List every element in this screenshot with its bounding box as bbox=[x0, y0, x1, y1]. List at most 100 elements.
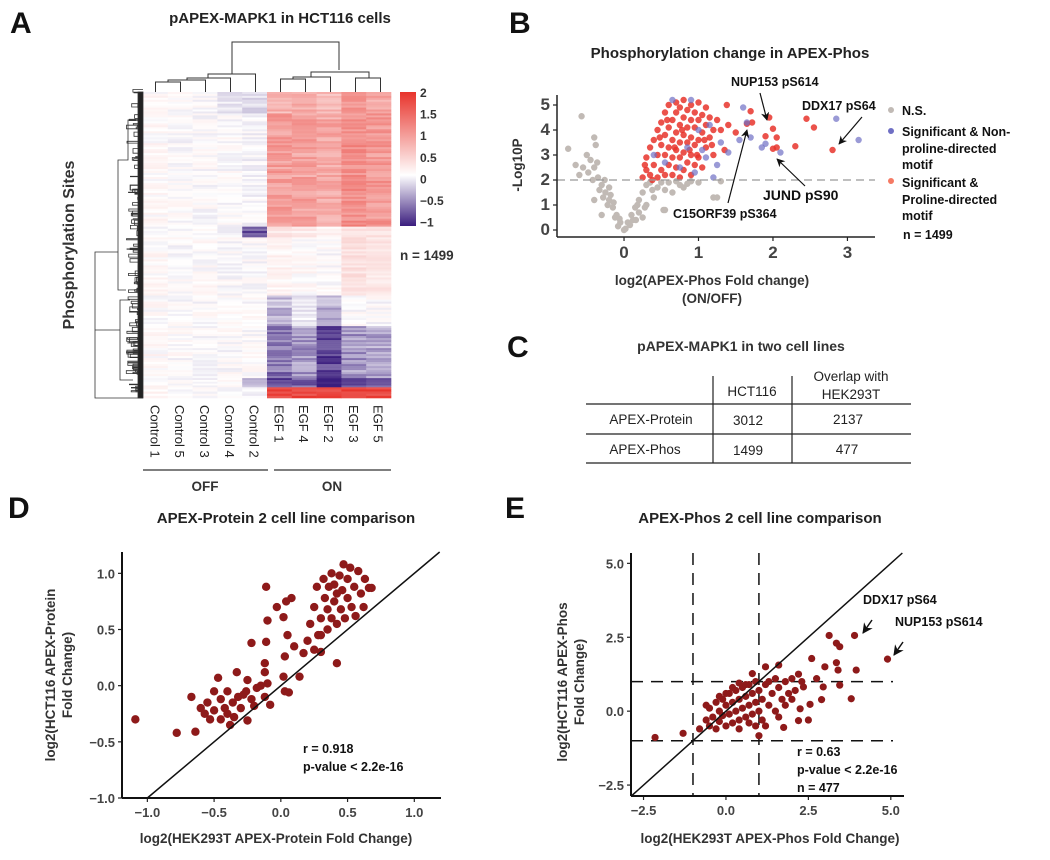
heatmap-cell bbox=[267, 352, 293, 355]
data-point bbox=[725, 710, 733, 718]
heatmap-cell bbox=[316, 109, 342, 112]
heatmap-cell bbox=[143, 194, 169, 198]
heatmap-cell bbox=[341, 127, 367, 130]
proline-point bbox=[792, 143, 799, 150]
data-point bbox=[752, 722, 760, 730]
proline-point bbox=[710, 151, 717, 159]
heatmap-cell bbox=[316, 159, 342, 162]
heatmap-cell bbox=[267, 324, 293, 327]
heatmap-cell bbox=[291, 319, 317, 323]
heatmap-cell bbox=[192, 358, 218, 361]
x-tick-label: 0 bbox=[619, 243, 628, 262]
heatmap-cell bbox=[366, 93, 392, 97]
heatmap-cell bbox=[143, 251, 169, 254]
heatmap-cell bbox=[291, 311, 317, 315]
heatmap-cell bbox=[291, 167, 317, 170]
legend-marker-nonproline bbox=[888, 128, 894, 134]
heatmap-cell bbox=[267, 93, 293, 97]
heatmap-cell bbox=[316, 297, 342, 300]
heatmap-cell bbox=[217, 243, 243, 246]
heatmap-cell bbox=[192, 151, 218, 154]
nonproline-point bbox=[687, 96, 695, 104]
heatmap-cell bbox=[267, 107, 293, 110]
heatmap-cell bbox=[366, 139, 392, 142]
heatmap-cell bbox=[217, 214, 243, 218]
row-dendrogram-branch bbox=[131, 387, 143, 389]
heatmap-cell bbox=[167, 131, 193, 134]
heatmap-cell bbox=[143, 235, 169, 238]
heatmap-cell bbox=[192, 291, 218, 294]
heatmap-cell bbox=[192, 245, 218, 248]
volcano-xlabel: log2(APEX-Phos Fold change) bbox=[615, 273, 809, 288]
heatmap-cell bbox=[242, 139, 268, 142]
heatmap-cell bbox=[167, 383, 193, 386]
heatmap-cell bbox=[366, 330, 392, 333]
heatmap-cell bbox=[366, 129, 392, 132]
data-point bbox=[243, 675, 252, 685]
heatmap-column-label: Control 1 bbox=[147, 405, 162, 458]
heatmap-cell bbox=[316, 319, 342, 323]
heatmap-cell bbox=[291, 141, 317, 144]
heatmap-cell bbox=[192, 348, 218, 351]
heatmap-cell bbox=[267, 167, 293, 170]
heatmap-cell bbox=[366, 379, 392, 383]
ns-point bbox=[650, 194, 658, 201]
heatmap-cell bbox=[366, 218, 392, 221]
row-dendrogram-branch bbox=[126, 330, 143, 334]
heatmap-cell bbox=[192, 243, 218, 246]
heatmap-cell bbox=[341, 279, 367, 282]
x-tick-label: −1.0 bbox=[135, 805, 161, 820]
heatmap-cell bbox=[192, 275, 218, 278]
heatmap-cell bbox=[291, 251, 317, 254]
heatmap-cell bbox=[192, 176, 218, 180]
heatmap-cell bbox=[267, 243, 293, 246]
nonproline-point bbox=[661, 159, 669, 166]
heatmap-cell bbox=[267, 354, 293, 357]
heatmap-cell bbox=[167, 289, 193, 292]
heatmap-cell bbox=[316, 372, 342, 375]
ns-point bbox=[594, 159, 601, 166]
heatmap-cell bbox=[217, 111, 243, 114]
heatmap-cell bbox=[143, 176, 169, 180]
heatmap-cell bbox=[167, 283, 193, 286]
row-dendrogram-branch bbox=[127, 361, 143, 364]
heatmap-cell bbox=[217, 105, 243, 108]
identity-line bbox=[146, 551, 441, 799]
heatmap-cell bbox=[291, 214, 317, 218]
heatmap-cell bbox=[291, 139, 317, 142]
heatmap-cell bbox=[366, 249, 392, 252]
data-point bbox=[755, 732, 763, 740]
heatmap-cell bbox=[242, 174, 268, 178]
data-point bbox=[771, 675, 780, 683]
heatmap-cell bbox=[192, 364, 218, 367]
heatmap-cell bbox=[167, 121, 193, 124]
heatmap-cell bbox=[366, 145, 392, 148]
heatmap-cell bbox=[242, 342, 268, 345]
heatmap-cell bbox=[366, 346, 392, 349]
heatmap-cell bbox=[242, 376, 268, 379]
heatmap-cell bbox=[143, 137, 169, 140]
heatmap-cell bbox=[167, 92, 193, 95]
heatmap-cell bbox=[192, 123, 218, 126]
heatmap-cell bbox=[242, 247, 268, 250]
heatmap-cell bbox=[341, 237, 367, 240]
heatmap-cell bbox=[291, 267, 317, 270]
heatmap-cell bbox=[267, 309, 293, 313]
heatmap-cell bbox=[291, 303, 317, 306]
heatmap-cell bbox=[192, 190, 218, 194]
heatmap-cell bbox=[242, 263, 268, 266]
data-point bbox=[327, 569, 336, 578]
heatmap-cell bbox=[291, 176, 317, 180]
heatmap-cell bbox=[366, 190, 392, 194]
data-point bbox=[340, 614, 350, 623]
heatmap-cell bbox=[242, 334, 268, 337]
heatmap-cell bbox=[143, 192, 169, 196]
heatmap-cell bbox=[366, 360, 392, 363]
heatmap-cell bbox=[341, 143, 367, 146]
heatmap-cell bbox=[341, 99, 367, 103]
heatmap-cell bbox=[242, 127, 268, 130]
heatmap-cell bbox=[341, 129, 367, 132]
heatmap-cell bbox=[242, 322, 268, 325]
heatmap-cell bbox=[291, 301, 317, 304]
proline-point bbox=[672, 129, 680, 136]
